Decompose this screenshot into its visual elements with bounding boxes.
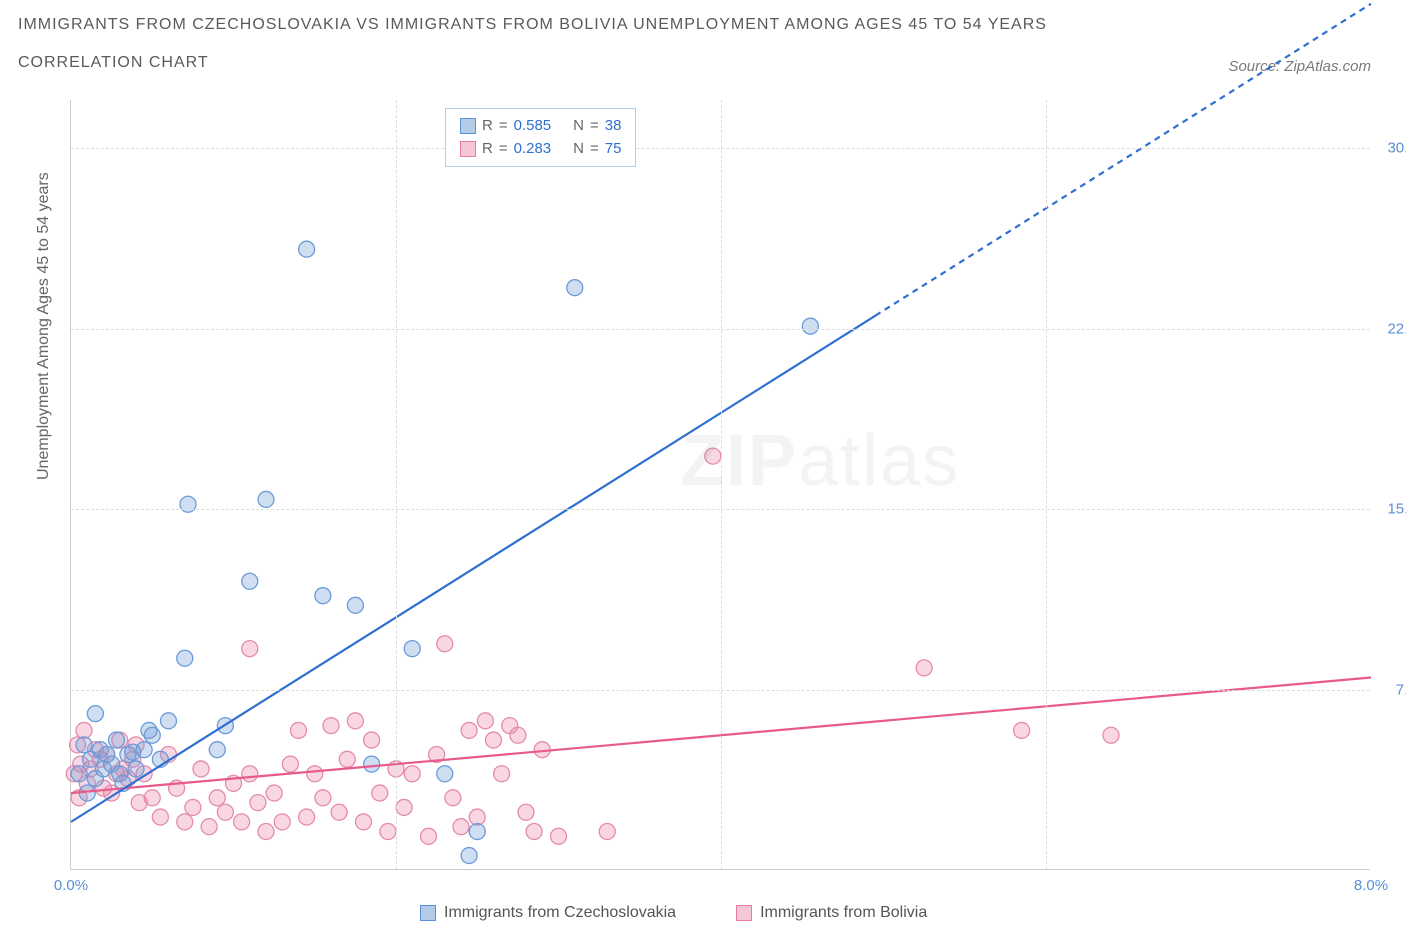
legend-item-pink: Immigrants from Bolivia [736, 904, 927, 922]
source-label: Source: ZipAtlas.com [1228, 58, 1371, 75]
r-value-pink: 0.283 [514, 138, 552, 161]
swatch-pink-icon [736, 905, 752, 921]
legend-label-blue: Immigrants from Czechoslovakia [444, 904, 676, 922]
n-value-blue: 38 [605, 115, 622, 138]
chart-title-line2: CORRELATION CHART [18, 54, 209, 72]
legend-stats-row-blue: R = 0.585 N = 38 [460, 115, 621, 138]
x-tick-label: 8.0% [1354, 877, 1388, 894]
x-tick-label: 0.0% [54, 877, 88, 894]
legend-item-blue: Immigrants from Czechoslovakia [420, 904, 676, 922]
y-tick-label: 7.5% [1396, 681, 1406, 698]
n-value-pink: 75 [605, 138, 622, 161]
legend-bottom: Immigrants from Czechoslovakia Immigrant… [420, 904, 927, 922]
chart-title-line1: IMMIGRANTS FROM CZECHOSLOVAKIA VS IMMIGR… [18, 16, 1047, 34]
y-tick-label: 22.5% [1387, 320, 1406, 337]
swatch-pink-icon [460, 141, 476, 157]
y-axis-label: Unemployment Among Ages 45 to 54 years [35, 172, 53, 480]
swatch-blue-icon [420, 905, 436, 921]
y-tick-label: 30.0% [1387, 140, 1406, 157]
y-tick-label: 15.0% [1387, 501, 1406, 518]
swatch-blue-icon [460, 118, 476, 134]
plot-area: 7.5%15.0%22.5%30.0%0.0%8.0% [70, 100, 1370, 870]
legend-stats-row-pink: R = 0.283 N = 75 [460, 138, 621, 161]
legend-label-pink: Immigrants from Bolivia [760, 904, 927, 922]
legend-stats-box: R = 0.585 N = 38 R = 0.283 N = 75 [445, 108, 636, 167]
r-value-blue: 0.585 [514, 115, 552, 138]
